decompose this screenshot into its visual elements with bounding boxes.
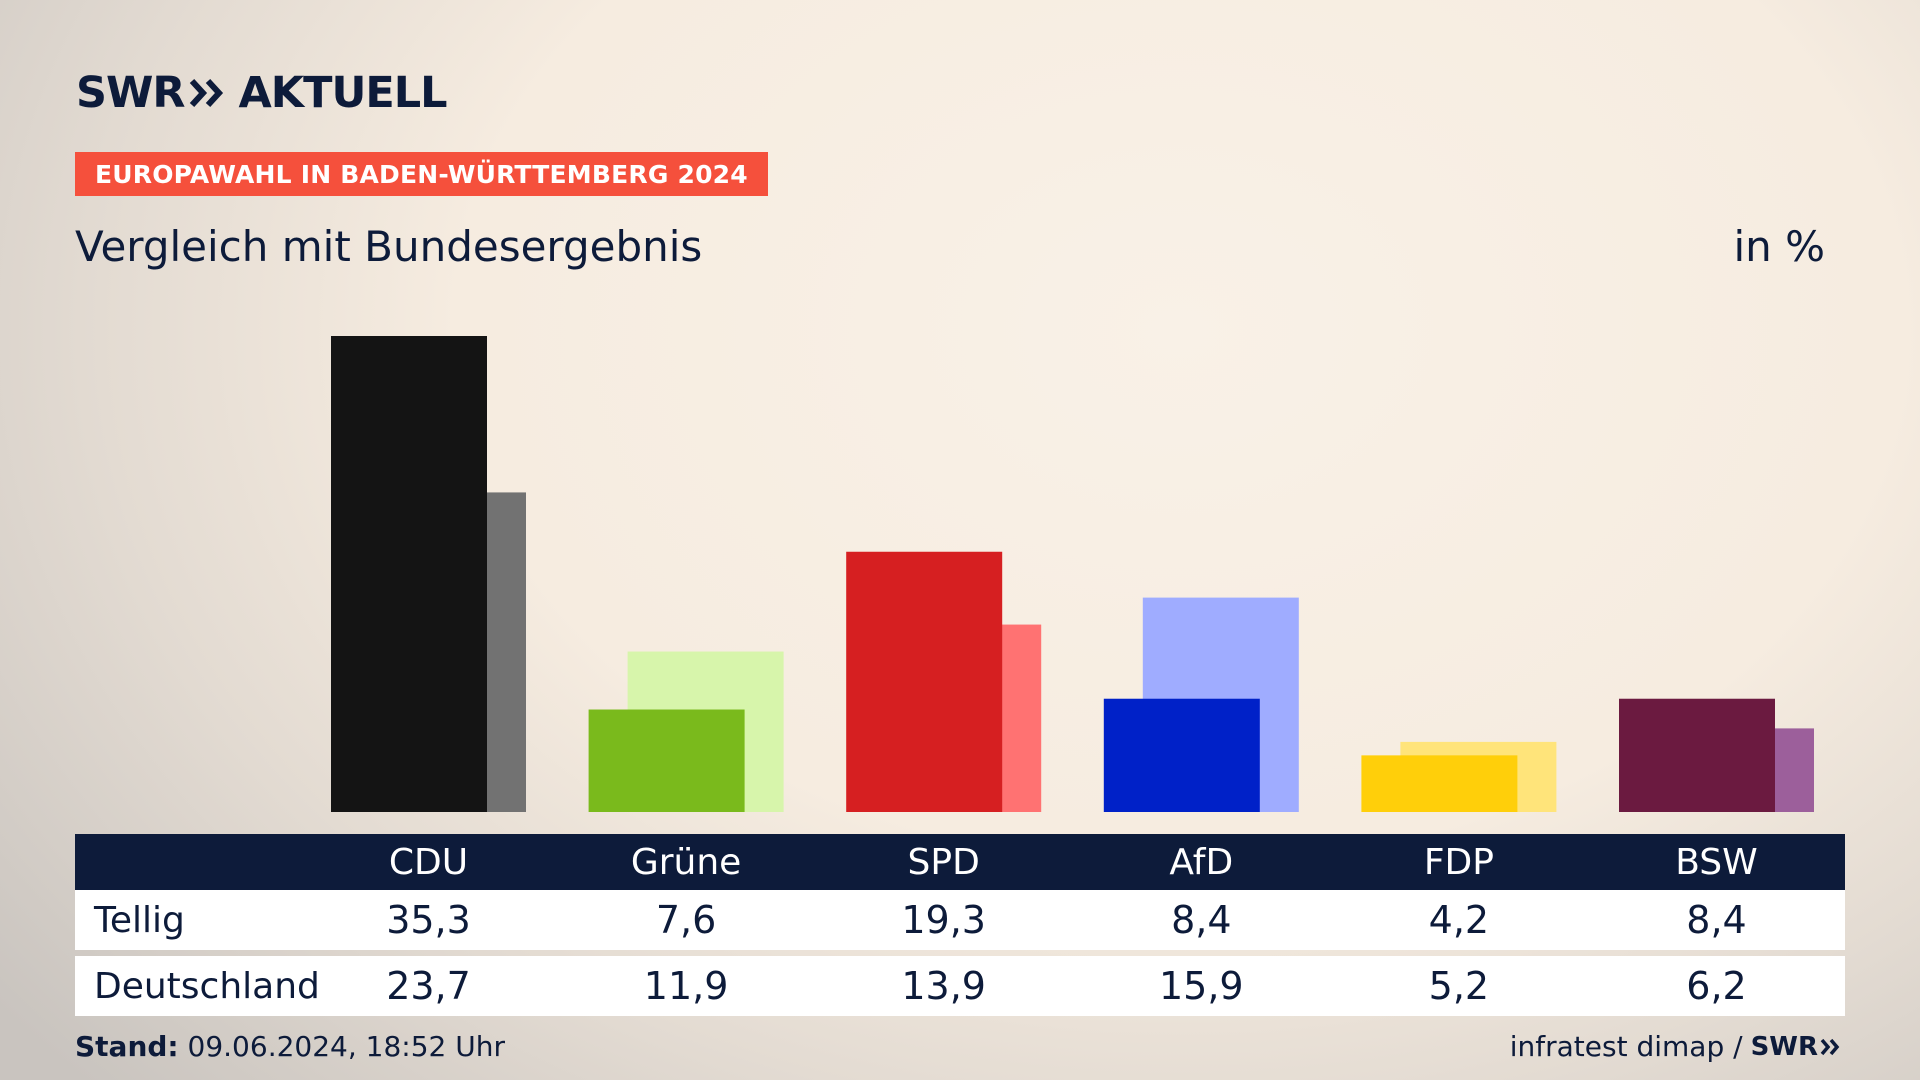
header-cells: CDU Grüne SPD AfD FDP BSW: [329, 834, 1845, 890]
party-header: AfD: [1169, 841, 1234, 883]
party-header: FDP: [1423, 841, 1494, 883]
table-cell: 13,9: [901, 964, 986, 1008]
row-label: Deutschland: [94, 965, 320, 1007]
table-cell: 4,2: [1428, 898, 1490, 942]
party-header: Grüne: [630, 841, 742, 883]
bar-tellig-fdp: [1361, 755, 1518, 812]
bar-chart: [331, 336, 1814, 812]
stand-label: Stand:: [75, 1030, 179, 1063]
stand-value: 09.06.2024, 18:52 Uhr: [187, 1030, 505, 1063]
table-cell: 8,4: [1171, 898, 1232, 942]
swr-aktuell-logo: SWR AKTUELL: [76, 68, 448, 118]
unit-label: in %: [1733, 222, 1825, 271]
party-header: BSW: [1675, 841, 1758, 883]
double-chevron-icon: [189, 78, 223, 108]
table-cell: 5,2: [1428, 964, 1490, 1008]
bar-tellig-grüne: [588, 709, 745, 812]
bar-tellig-cdu: [331, 336, 487, 812]
logo-brand: SWR: [76, 68, 186, 118]
logo-product: AKTUELL: [238, 68, 448, 118]
table-cell: 8,4: [1686, 898, 1747, 942]
election-badge: EUROPAWAHL IN BADEN-WÜRTTEMBERG 2024: [75, 152, 768, 196]
table-cell: 6,2: [1686, 964, 1747, 1008]
row-cells: 23,7 11,9 13,9 15,9 5,2 6,2: [329, 956, 1845, 1016]
table-cell: 7,6: [655, 898, 717, 942]
source-logo: SWR: [1751, 1032, 1842, 1062]
double-chevron-icon: [1820, 1038, 1840, 1055]
source-brand: SWR: [1750, 1031, 1818, 1062]
bar-tellig-bsw: [1619, 698, 1775, 812]
table-cell: 11,9: [643, 964, 729, 1008]
table-cell: 15,9: [1158, 964, 1244, 1008]
table-row: Deutschland 23,7 11,9 13,9 15,9 5,2 6,2: [75, 956, 1845, 1016]
bar-tellig-afd: [1103, 698, 1260, 812]
table-cell: 35,3: [386, 898, 471, 942]
party-header: SPD: [907, 841, 980, 883]
source-text: infratest dimap /: [1509, 1030, 1743, 1063]
chart-subtitle: Vergleich mit Bundesergebnis: [75, 222, 703, 271]
table-header: CDU Grüne SPD AfD FDP BSW: [75, 834, 1845, 890]
table-cell: 23,7: [386, 964, 471, 1008]
row-label: Tellig: [94, 899, 185, 941]
table-cell: 19,3: [901, 898, 986, 942]
results-table: CDU Grüne SPD AfD FDP BSW Tellig 35,3 7,6 19,3 8…: [75, 834, 1845, 1016]
party-header: CDU: [388, 841, 469, 883]
row-cells: 35,3 7,6 19,3 8,4 4,2 8,4: [329, 890, 1845, 950]
timestamp: Stand: 09.06.2024, 18:52 Uhr: [75, 1030, 505, 1063]
bar-tellig-spd: [846, 551, 1003, 812]
source-credit: infratest dimap / SWR: [1510, 1030, 1842, 1063]
table-row: Tellig 35,3 7,6 19,3 8,4 4,2 8,4: [75, 890, 1845, 950]
